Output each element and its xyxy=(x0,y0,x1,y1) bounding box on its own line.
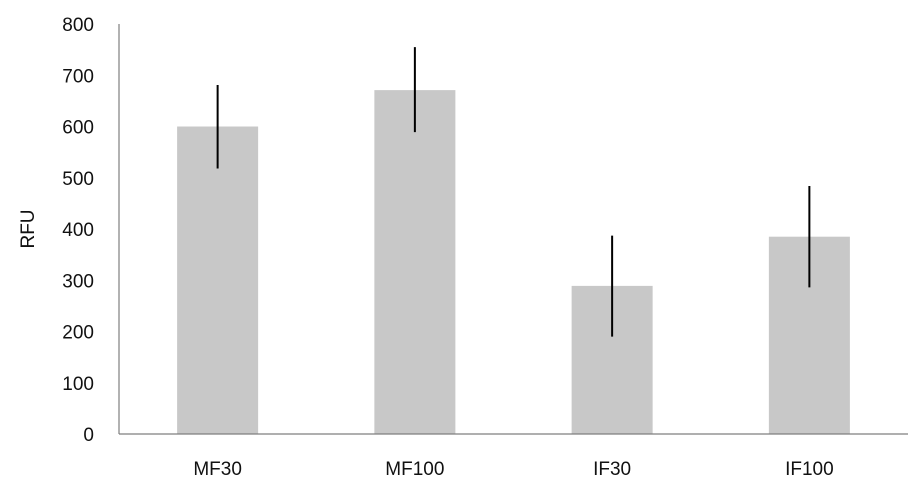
y-tick-label: 100 xyxy=(62,374,94,395)
y-axis-ticks: 0 100 200 300 400 500 600 700 800 xyxy=(62,15,94,446)
y-tick-label: 700 xyxy=(62,66,94,87)
bar-mf100 xyxy=(374,90,456,435)
bars xyxy=(177,90,850,435)
y-tick-label: 400 xyxy=(62,220,94,241)
error-bars xyxy=(216,47,811,337)
y-tick-label: 600 xyxy=(62,118,94,139)
y-tick-label: 800 xyxy=(62,15,94,36)
bar-mf30 xyxy=(177,126,259,434)
y-tick-label: 200 xyxy=(62,323,94,344)
x-tick-label: MF30 xyxy=(193,459,242,480)
y-tick-label: 500 xyxy=(62,169,94,190)
y-axis-title: RFU xyxy=(18,209,39,248)
x-tick-label: IF30 xyxy=(593,459,631,480)
y-tick-label: 300 xyxy=(62,271,94,292)
y-tick-label: 0 xyxy=(83,425,94,446)
x-axis-labels: MF30 MF100 IF30 IF100 xyxy=(193,459,833,480)
x-tick-label: MF100 xyxy=(385,459,444,480)
x-tick-label: IF100 xyxy=(785,459,834,480)
